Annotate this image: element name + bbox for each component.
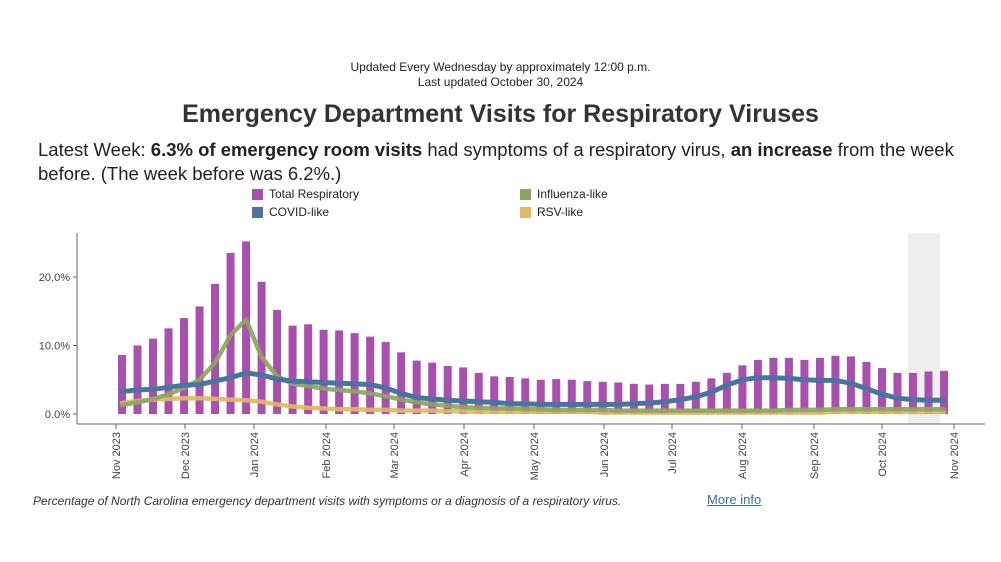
x-tick-label: Oct 2024 bbox=[877, 432, 889, 477]
update-notice: Updated Every Wednesday by approximately… bbox=[0, 60, 1001, 90]
legend-item-rsv[interactable]: RSV-like bbox=[520, 204, 583, 220]
total-respiratory-bar bbox=[211, 283, 220, 414]
y-tick-label: 10.0% bbox=[39, 341, 70, 353]
total-respiratory-bar bbox=[893, 372, 902, 414]
legend-swatch-rsv bbox=[520, 206, 531, 218]
total-respiratory-bar bbox=[164, 328, 173, 414]
x-tick-label: Feb 2024 bbox=[321, 432, 333, 478]
x-tick-label: May 2024 bbox=[529, 432, 541, 480]
x-tick-label: Sep 2024 bbox=[809, 432, 821, 479]
x-tick-label: Aug 2024 bbox=[737, 432, 749, 479]
total-respiratory-bar bbox=[304, 324, 313, 414]
legend-item-flu[interactable]: Influenza-like bbox=[520, 186, 608, 202]
total-respiratory-bars bbox=[118, 241, 948, 414]
summary-text-2: had symptoms of a respiratory virus, bbox=[422, 139, 731, 160]
total-respiratory-bar bbox=[521, 378, 530, 414]
chart-title: Emergency Department Visits for Respirat… bbox=[182, 100, 819, 128]
total-respiratory-bar bbox=[552, 379, 561, 414]
total-respiratory-bar bbox=[924, 371, 933, 414]
total-respiratory-bar bbox=[149, 338, 158, 414]
covid-likeline bbox=[119, 370, 947, 407]
x-tick-label: Jul 2024 bbox=[667, 432, 679, 474]
total-respiratory-bar bbox=[800, 359, 809, 414]
total-respiratory-bar bbox=[505, 377, 514, 414]
total-respiratory-bar bbox=[397, 352, 406, 414]
total-respiratory-bar bbox=[490, 376, 499, 414]
total-respiratory-bar bbox=[877, 368, 886, 414]
chart-legend: Total Respiratory Influenza-like COVID-l… bbox=[0, 186, 1001, 222]
x-axis-ticks: Nov 2023 Dec 2023 Jan 2024 Feb 2024 Mar 2024… bbox=[111, 424, 961, 480]
summary-text-1: Latest Week: bbox=[38, 139, 151, 160]
total-respiratory-bar bbox=[815, 357, 824, 414]
legend-item-total[interactable]: Total Respiratory bbox=[252, 186, 359, 202]
y-tick-label: 20.0% bbox=[39, 272, 70, 284]
total-respiratory-bar bbox=[722, 372, 731, 414]
total-respiratory-bar bbox=[645, 384, 654, 414]
summary-bold-1: 6.3% of emergency room visits bbox=[150, 139, 423, 160]
x-tick-label: Nov 2023 bbox=[111, 432, 123, 479]
total-respiratory-bar bbox=[567, 379, 576, 414]
influenza-likeline bbox=[119, 317, 947, 413]
total-respiratory-bar bbox=[831, 355, 840, 414]
total-respiratory-bar bbox=[366, 336, 375, 414]
legend-swatch-total bbox=[252, 188, 263, 200]
total-respiratory-bar bbox=[242, 241, 251, 414]
total-respiratory-bar bbox=[443, 366, 452, 414]
summary-bold-2: an increase bbox=[730, 139, 833, 160]
total-respiratory-bar bbox=[769, 357, 778, 414]
total-respiratory-bar bbox=[195, 306, 204, 414]
x-tick-label: Jan 2024 bbox=[249, 432, 261, 477]
total-respiratory-bar bbox=[335, 330, 344, 414]
x-tick-label: Jun 2024 bbox=[599, 432, 611, 477]
total-respiratory-bar bbox=[381, 342, 390, 414]
total-respiratory-bar bbox=[319, 329, 328, 414]
chart-caption: Percentage of North Carolina emergency d… bbox=[33, 494, 622, 508]
total-respiratory-bar bbox=[273, 309, 282, 414]
total-respiratory-bar bbox=[707, 378, 716, 414]
legend-label-covid: COVID-like bbox=[269, 205, 330, 219]
legend-label-flu: Influenza-like bbox=[537, 187, 608, 201]
last-updated: Last updated October 30, 2024 bbox=[417, 75, 584, 89]
total-respiratory-bar bbox=[257, 281, 266, 414]
total-respiratory-bar bbox=[288, 325, 297, 414]
total-respiratory-bar bbox=[738, 365, 747, 414]
total-respiratory-bar bbox=[536, 379, 545, 414]
total-respiratory-bar bbox=[133, 345, 142, 414]
legend-swatch-covid bbox=[252, 206, 263, 218]
legend-label-rsv: RSV-like bbox=[537, 205, 584, 219]
total-respiratory-bar bbox=[350, 333, 359, 414]
total-respiratory-bar bbox=[180, 318, 189, 414]
x-tick-label: Nov 2024 bbox=[949, 432, 961, 479]
total-respiratory-bar bbox=[412, 360, 421, 414]
x-tick-label: Dec 2023 bbox=[180, 432, 192, 479]
total-respiratory-bar bbox=[118, 355, 126, 414]
legend-item-covid[interactable]: COVID-like bbox=[252, 204, 329, 220]
total-respiratory-bar bbox=[428, 362, 437, 414]
more-info-link[interactable]: More info bbox=[707, 492, 762, 507]
respiratory-chart[interactable]: Nov 2023 Dec 2023 Jan 2024 Feb 2024 Mar 2024… bbox=[0, 225, 1001, 487]
y-tick-label: 0.0% bbox=[45, 409, 70, 421]
x-tick-label: Mar 2024 bbox=[389, 432, 401, 478]
total-respiratory-bar bbox=[753, 359, 762, 414]
total-respiratory-bar bbox=[784, 357, 793, 414]
latest-week-summary: Latest Week: 6.3% of emergency room visi… bbox=[38, 138, 958, 186]
legend-swatch-flu bbox=[520, 188, 531, 200]
summary-text-3: from the week before. (The week before w… bbox=[38, 139, 954, 184]
total-respiratory-bar bbox=[629, 383, 638, 414]
rsv-likeline bbox=[119, 395, 947, 415]
virus-lines bbox=[119, 317, 947, 415]
total-respiratory-bar bbox=[583, 381, 592, 414]
x-tick-label: Apr 2024 bbox=[459, 432, 471, 477]
legend-label-total: Total Respiratory bbox=[269, 187, 360, 201]
total-respiratory-bar bbox=[598, 381, 607, 414]
total-respiratory-bar bbox=[614, 382, 623, 414]
update-schedule: Updated Every Wednesday by approximately… bbox=[350, 60, 651, 74]
y-axis-ticks: 0.0% 10.0% 20.0% bbox=[39, 272, 77, 421]
total-respiratory-bar bbox=[474, 372, 483, 414]
chart-axes bbox=[76, 233, 985, 425]
total-respiratory-bar bbox=[940, 370, 948, 414]
total-respiratory-bar bbox=[908, 372, 917, 414]
total-respiratory-bar bbox=[660, 383, 669, 414]
total-respiratory-bar bbox=[459, 367, 468, 414]
